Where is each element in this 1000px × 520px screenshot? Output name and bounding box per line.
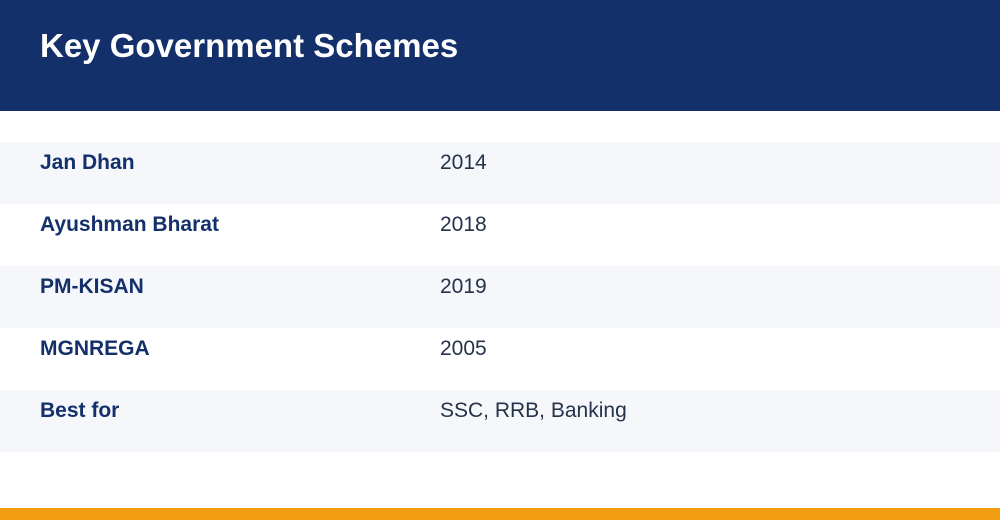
table-row: Ayushman Bharat 2018 [0,204,1000,266]
scheme-year: 2018 [440,213,487,236]
best-for-value: SSC, RRB, Banking [440,399,627,422]
table-row: Jan Dhan 2014 [0,142,1000,204]
accent-footer-bar [0,508,1000,520]
scheme-name: Jan Dhan [40,151,135,174]
best-for-label: Best for [40,399,120,422]
table-row: MGNREGA 2005 [0,328,1000,390]
table-row: PM-KISAN 2019 [0,266,1000,328]
scheme-name: PM-KISAN [40,275,144,298]
scheme-year: 2014 [440,151,487,174]
page-title: Key Government Schemes [40,27,459,64]
table-row: Best for SSC, RRB, Banking [0,390,1000,452]
scheme-name: Ayushman Bharat [40,213,219,236]
scheme-year: 2019 [440,275,487,298]
schemes-table: Jan Dhan 2014 Ayushman Bharat 2018 PM-KI… [0,142,1000,452]
scheme-name: MGNREGA [40,337,150,360]
scheme-year: 2005 [440,337,487,360]
header-banner: Key Government Schemes [0,0,1000,111]
